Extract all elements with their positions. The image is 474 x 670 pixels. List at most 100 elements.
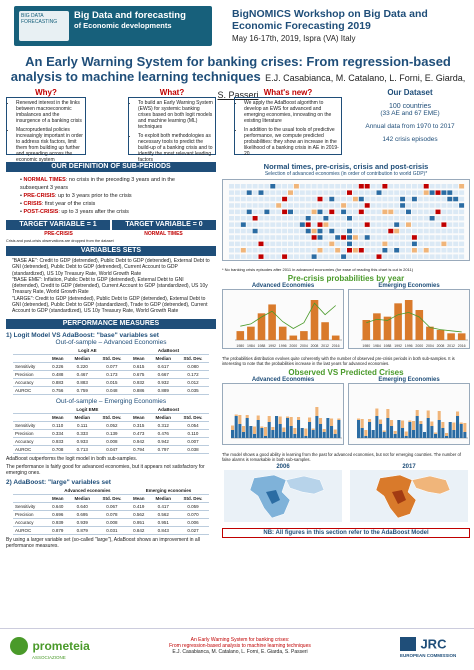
timeline-cell bbox=[400, 203, 406, 208]
timeline-cell bbox=[246, 222, 252, 227]
timeline-cell bbox=[400, 184, 406, 189]
timeline-cell bbox=[435, 196, 441, 202]
timeline-cell bbox=[323, 248, 329, 253]
timeline-cell bbox=[293, 203, 299, 208]
timeline-cell bbox=[394, 209, 400, 215]
table-cell: 0.562 bbox=[149, 510, 177, 519]
table-cell: 0.008 bbox=[95, 437, 128, 446]
table-col-header: Mean bbox=[127, 354, 150, 363]
timeline-cell bbox=[288, 190, 293, 195]
tick-label: 2008 bbox=[311, 344, 319, 348]
table-row: Accuracy 0.883 0.883 0.015 0.932 0.932 0.012 bbox=[13, 378, 209, 387]
target-note: Crisis and post-crisis observations are … bbox=[6, 239, 114, 243]
timeline-cell bbox=[347, 184, 352, 189]
predicted-bar bbox=[393, 431, 397, 434]
perf-s2-title: 2) AdaBoost: "large" variables set bbox=[6, 478, 111, 486]
table-col-header: Std. Dev. bbox=[95, 494, 128, 503]
target-1: TARGET VARIABLE = 1 bbox=[6, 220, 110, 230]
table-cell: 0.067 bbox=[95, 502, 128, 511]
timeline-cell bbox=[388, 228, 394, 234]
timeline-cell bbox=[382, 209, 388, 215]
timeline-cell bbox=[311, 228, 317, 234]
observed-bar bbox=[419, 424, 423, 438]
timeline-cell bbox=[382, 241, 388, 247]
timeline-cell bbox=[252, 254, 258, 259]
timeline-cell bbox=[382, 216, 388, 221]
timeline-cell bbox=[406, 222, 411, 227]
table-col-header: Std. Dev. bbox=[176, 494, 209, 503]
predicted-bar bbox=[271, 427, 275, 430]
table-cell: 0.110 bbox=[176, 429, 209, 438]
bar bbox=[331, 335, 340, 340]
map-2017-block: 2017 bbox=[348, 464, 470, 527]
timeline-cell bbox=[423, 222, 429, 227]
map-2006-block: 2006 bbox=[222, 464, 344, 527]
timeline-cell bbox=[341, 228, 347, 234]
timeline-cell bbox=[305, 248, 311, 253]
timeline-cell bbox=[252, 196, 258, 202]
conference-logo: BIG DATA FORECASTING Big Data and foreca… bbox=[14, 6, 212, 46]
timeline-cell bbox=[234, 190, 240, 195]
ovp-emg-title: Emerging Economies bbox=[378, 377, 440, 383]
table-cell: 0.696 bbox=[46, 510, 69, 519]
timeline-cell bbox=[305, 216, 311, 221]
prometeia-icon bbox=[10, 637, 28, 655]
tick-label: 2016 bbox=[332, 344, 340, 348]
predicted-bar bbox=[390, 420, 394, 426]
timeline-cell bbox=[341, 216, 347, 221]
timeline-cell bbox=[311, 190, 317, 195]
timeline-cell bbox=[329, 209, 335, 215]
timeline-cell bbox=[299, 216, 305, 221]
timeline-cell bbox=[364, 248, 370, 253]
tick-label: 2016 bbox=[458, 344, 466, 348]
table-row: Sensitivity 0.226 0.220 0.077 0.615 0.617 0.08… bbox=[13, 362, 209, 371]
timeline-cell bbox=[329, 222, 335, 227]
timeline-cell bbox=[317, 254, 323, 259]
timeline-cell bbox=[459, 196, 465, 202]
observed-bar bbox=[459, 424, 463, 438]
timeline-cell bbox=[400, 216, 406, 221]
table-ae: Logit AE AdaBoost Mean Median Std. Dev. Mean… bbox=[13, 346, 209, 395]
footer-line2: From regression-based analysis to machin… bbox=[169, 643, 311, 649]
predicted-bar bbox=[408, 420, 412, 422]
observed-bar bbox=[249, 426, 253, 438]
timeline-cell bbox=[459, 216, 465, 221]
tick-label: 2000 bbox=[289, 344, 297, 348]
timeline-cell bbox=[288, 222, 293, 227]
timeline-cell bbox=[406, 248, 411, 253]
timeline-cell bbox=[435, 184, 441, 189]
timeline-cell bbox=[282, 248, 288, 253]
bar bbox=[436, 330, 445, 340]
predicted-bar bbox=[267, 416, 271, 422]
timeline-cell bbox=[258, 235, 264, 240]
varsets-list: "BASE AE": Credit to GDP (detrended), Pu… bbox=[6, 256, 216, 317]
table-cell: 0.942 bbox=[127, 437, 150, 446]
table-cell: 0.695 bbox=[68, 510, 96, 519]
predicted-bar bbox=[289, 417, 293, 426]
timeline-cell bbox=[370, 248, 376, 253]
timeline-cell bbox=[311, 235, 317, 240]
timeline-cell bbox=[370, 184, 376, 189]
timeline-cell bbox=[388, 241, 394, 247]
timeline-cell bbox=[299, 228, 305, 234]
table-cell: 0.173 bbox=[95, 370, 128, 379]
timeline-cell bbox=[240, 222, 246, 227]
table-col-header: Std. Dev. bbox=[95, 413, 128, 422]
timeline-cell bbox=[276, 196, 282, 202]
timeline-cell bbox=[406, 216, 411, 221]
observed-bar bbox=[393, 434, 397, 438]
whats-new-list: We apply the AdaBoost algorithm to devel… bbox=[234, 97, 342, 157]
header: BIG DATA FORECASTING Big Data and foreca… bbox=[0, 0, 474, 52]
timeline-cell bbox=[246, 209, 252, 215]
timeline-cell bbox=[270, 254, 276, 259]
timeline-cell bbox=[270, 184, 276, 189]
ec-flag-icon bbox=[400, 636, 416, 651]
timeline-cell bbox=[441, 241, 447, 247]
timeline-cell bbox=[423, 216, 429, 221]
timeline-cell bbox=[376, 209, 382, 215]
timeline-cell bbox=[435, 203, 441, 208]
predicted-bar bbox=[319, 418, 323, 424]
observed-bar bbox=[452, 430, 456, 438]
table-group: Advanced economies bbox=[46, 486, 128, 495]
table-cell: 0.473 bbox=[127, 429, 150, 438]
